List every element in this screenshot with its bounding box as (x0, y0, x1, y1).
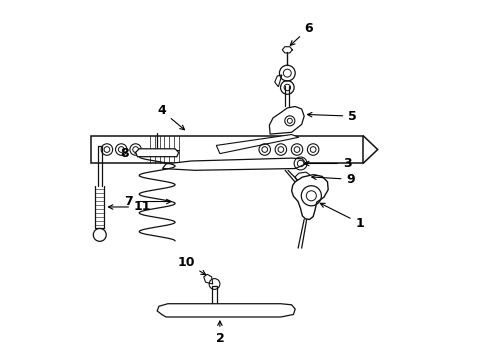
Text: 9: 9 (312, 173, 355, 186)
Text: 3: 3 (305, 157, 351, 170)
Text: 5: 5 (308, 110, 357, 123)
Polygon shape (163, 158, 306, 170)
Polygon shape (216, 135, 299, 154)
Text: 8: 8 (121, 147, 171, 159)
Polygon shape (295, 172, 310, 181)
Text: 4: 4 (157, 104, 185, 130)
Polygon shape (91, 136, 364, 163)
Polygon shape (204, 274, 213, 284)
Text: 6: 6 (290, 22, 313, 45)
Polygon shape (292, 175, 328, 220)
Polygon shape (270, 107, 304, 134)
Polygon shape (157, 304, 295, 317)
Text: 11: 11 (108, 201, 151, 213)
Text: 7: 7 (124, 195, 171, 208)
Text: 10: 10 (177, 256, 206, 275)
Polygon shape (275, 75, 282, 87)
Text: 1: 1 (320, 203, 364, 230)
Polygon shape (136, 149, 179, 157)
Text: 2: 2 (216, 321, 224, 345)
